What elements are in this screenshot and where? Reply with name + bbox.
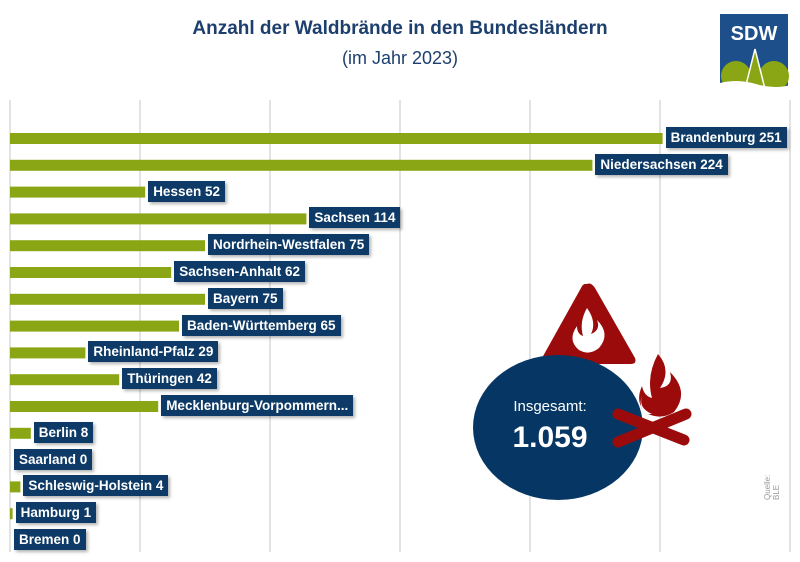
data-label: Berlin 8 — [33, 421, 94, 443]
bar-sachsen — [10, 213, 307, 225]
data-label: Thüringen 42 — [122, 368, 217, 390]
bar-mecklenburg-vorpommern — [10, 401, 159, 412]
bar-hessen — [10, 186, 146, 198]
total-label: Insgesamt: — [513, 398, 587, 415]
bar-brandenburg — [10, 133, 663, 144]
data-label: Sachsen 114 — [309, 207, 401, 229]
data-label: Bremen 0 — [14, 529, 86, 550]
bar-niedersachsen — [10, 159, 593, 171]
bar-nordrhein-westfalen — [10, 240, 205, 252]
data-label: Nordrhein-Westfalen 75 — [208, 234, 370, 256]
total-badge: Insgesamt: 1.059 — [473, 355, 643, 500]
chart-subtitle: (im Jahr 2023) — [341, 48, 459, 68]
bar-thüringen — [10, 374, 120, 386]
data-label: Niedersachsen 224 — [595, 153, 728, 175]
svg-text:SDW: SDW — [731, 23, 778, 45]
data-label: Bayern 75 — [208, 287, 283, 309]
bar-schleswig-holstein — [10, 481, 21, 493]
campfire-icon — [612, 354, 692, 448]
sdw-logo: SDW — [716, 14, 794, 96]
fire-warning-triangle-icon — [541, 283, 636, 364]
data-label: Schleswig-Holstein 4 — [23, 475, 169, 497]
bar-baden-württemberg — [10, 320, 179, 332]
data-label: Hamburg 1 — [15, 502, 97, 524]
bar-sachsen-anhalt — [10, 267, 172, 278]
data-label: Hessen 52 — [148, 180, 225, 202]
bar-bayern — [10, 293, 205, 305]
source-note: Quelle: BLE — [763, 474, 781, 500]
bar-rheinland-pfalz — [10, 347, 86, 359]
data-label: Brandenburg 251 — [665, 127, 787, 148]
data-label: Rheinland-Pfalz 29 — [88, 341, 219, 363]
total-value: 1.059 — [512, 421, 588, 454]
data-label: Sachsen-Anhalt 62 — [174, 261, 305, 282]
bar-berlin — [10, 427, 31, 439]
chart-title: Anzahl der Waldbrände in den Bundeslände… — [192, 18, 608, 39]
data-label: Saarland 0 — [14, 448, 93, 470]
data-label: Mecklenburg-Vorpommern... — [161, 395, 354, 416]
bar-hamburg — [10, 508, 13, 520]
data-label: Baden-Württemberg 65 — [182, 314, 341, 336]
